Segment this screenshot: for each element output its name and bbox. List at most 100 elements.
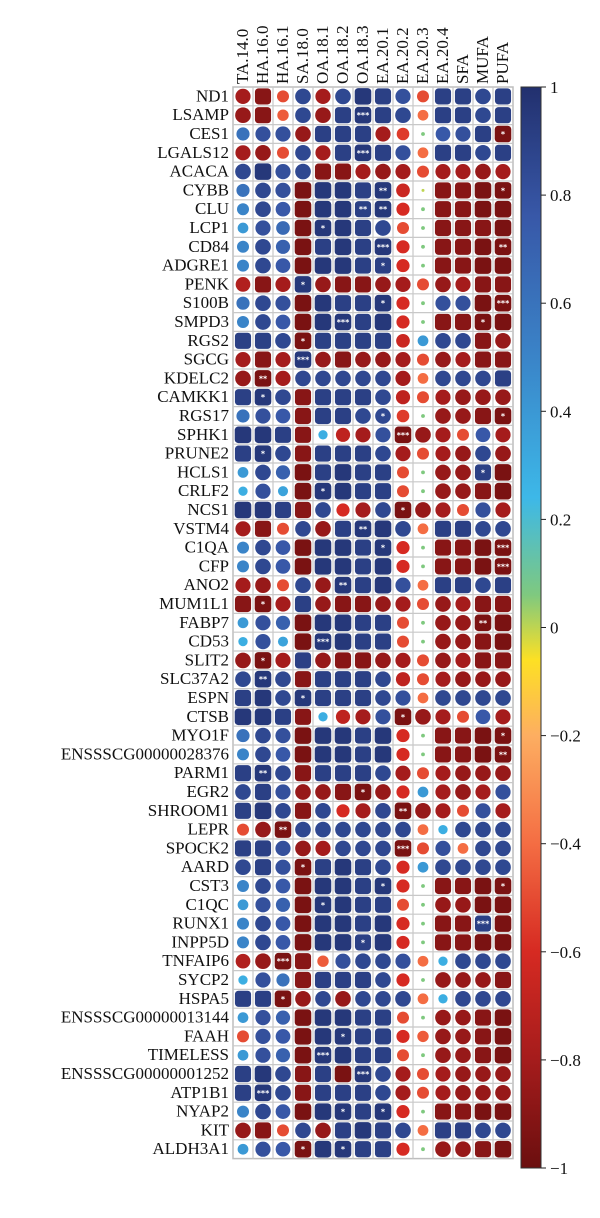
heatmap-cell — [374, 558, 392, 575]
significance-marker: *** — [257, 1089, 270, 1098]
heatmap-cell — [416, 447, 430, 460]
heatmap-cell — [294, 971, 312, 989]
heatmap-cell — [294, 802, 312, 819]
significance-marker: * — [381, 882, 386, 891]
heatmap-cell — [475, 502, 491, 518]
heatmap-cell — [394, 840, 412, 857]
significance-marker: * — [321, 487, 326, 496]
significance-marker: * — [381, 544, 386, 553]
heatmap-cell — [494, 1046, 512, 1064]
significance-marker: * — [501, 732, 506, 741]
heatmap-cell — [275, 671, 291, 688]
heatmap-cell — [454, 219, 472, 237]
heatmap-cell — [374, 107, 392, 124]
heatmap-cell — [354, 934, 372, 951]
heatmap-cell — [396, 559, 410, 573]
heatmap-cell — [334, 238, 352, 256]
heatmap-cell — [334, 896, 352, 914]
heatmap-cell — [455, 596, 471, 612]
heatmap-cell — [294, 464, 312, 481]
heatmap-cell — [421, 470, 425, 475]
heatmap-cell — [396, 259, 410, 273]
heatmap-cell — [236, 1030, 250, 1043]
heatmap-cell — [354, 689, 372, 707]
row-label: NYAP2 — [176, 1102, 229, 1121]
heatmap-cell — [421, 921, 425, 926]
colorbar-tick-label: 1 — [550, 78, 559, 97]
heatmap-cell — [294, 953, 312, 970]
heatmap-cell — [294, 1009, 312, 1026]
heatmap-cell — [275, 802, 291, 819]
heatmap-cell — [314, 1028, 332, 1045]
heatmap-cell — [495, 332, 511, 349]
heatmap-cell — [434, 88, 452, 105]
row-label: CRLF2 — [178, 481, 229, 500]
heatmap-cell — [236, 936, 250, 949]
heatmap-cell — [254, 501, 272, 519]
heatmap-cell — [434, 915, 452, 932]
heatmap-cell — [455, 389, 471, 406]
heatmap-cell — [438, 956, 448, 966]
heatmap-cell — [417, 335, 429, 347]
heatmap-cell — [475, 765, 491, 782]
heatmap-cell — [375, 821, 391, 838]
heatmap-cell — [494, 1009, 512, 1026]
heatmap-cell — [236, 315, 250, 329]
heatmap-cell — [396, 616, 410, 629]
heatmap-cell — [374, 934, 392, 951]
heatmap-cell — [354, 238, 372, 255]
heatmap-cell — [314, 971, 332, 989]
heatmap-cell — [255, 257, 271, 274]
heatmap-cell — [255, 934, 271, 951]
row-label: LSAMP — [172, 105, 229, 124]
heatmap-cell — [396, 973, 410, 987]
heatmap-cell — [354, 652, 372, 669]
heatmap-cell — [334, 107, 352, 124]
row-label: ALDH3A1 — [153, 1139, 230, 1158]
heatmap-cell — [294, 934, 312, 951]
heatmap-cell — [234, 332, 252, 349]
heatmap-cell — [374, 1122, 392, 1139]
heatmap-cell — [396, 1029, 410, 1043]
heatmap-cell — [475, 953, 491, 970]
heatmap-cell — [294, 219, 312, 237]
heatmap-cell — [294, 539, 312, 556]
heatmap-cell — [435, 840, 451, 857]
row-label: RGS2 — [187, 331, 229, 350]
heatmap-cell — [474, 332, 492, 349]
heatmap-cell — [254, 370, 272, 387]
heatmap-cell — [494, 276, 512, 293]
heatmap-cell — [394, 708, 412, 726]
heatmap-cell — [254, 351, 272, 368]
heatmap-cell — [275, 408, 291, 424]
heatmap-cell — [315, 784, 331, 800]
heatmap-cell — [455, 765, 471, 782]
heatmap-cell — [435, 972, 451, 988]
heatmap-cell — [375, 840, 391, 857]
heatmap-cell — [314, 934, 332, 951]
heatmap-cell — [255, 821, 271, 838]
heatmap-cell — [421, 884, 425, 888]
heatmap-cell — [421, 207, 425, 212]
significance-marker: *** — [317, 1051, 330, 1060]
heatmap-cell — [235, 652, 251, 669]
heatmap-cell — [474, 257, 492, 274]
heatmap-cell — [494, 257, 512, 274]
heatmap-cell — [354, 539, 372, 556]
significance-marker: * — [301, 863, 306, 872]
heatmap-cell — [396, 747, 410, 761]
row-label: CST3 — [189, 876, 229, 895]
heatmap-cell — [396, 127, 410, 141]
heatmap-cell — [294, 765, 312, 782]
heatmap-cell — [456, 428, 470, 441]
heatmap-cell — [236, 127, 250, 141]
heatmap-cell — [455, 690, 471, 706]
row-label: SGCG — [184, 350, 229, 369]
heatmap-cell — [494, 558, 512, 575]
heatmap-cell — [275, 690, 291, 706]
heatmap-cell — [334, 614, 352, 632]
heatmap-cell — [334, 576, 352, 594]
heatmap-cell — [294, 445, 312, 462]
heatmap-cell — [355, 351, 371, 368]
row-label: KDELC2 — [164, 368, 229, 387]
